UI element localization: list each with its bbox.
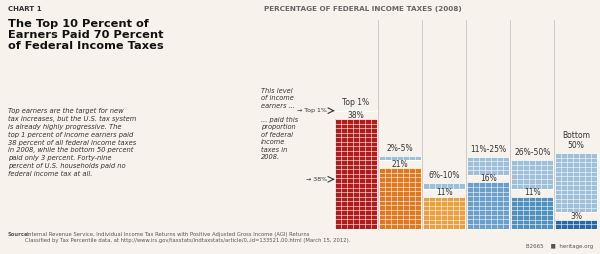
Text: ... paid this
proportion
of federal
income
taxes in
2008.: ... paid this proportion of federal inco… — [261, 117, 298, 160]
Text: 21%: 21% — [392, 160, 409, 169]
Text: B2665    ■  heritage.org: B2665 ■ heritage.org — [526, 244, 593, 249]
Bar — [555, 220, 598, 229]
Text: 11%-25%: 11%-25% — [470, 145, 506, 154]
Text: Bottom
50%: Bottom 50% — [562, 131, 590, 150]
Text: 3%: 3% — [570, 212, 582, 220]
Text: PERCENTAGE OF FEDERAL INCOME TAXES (2008): PERCENTAGE OF FEDERAL INCOME TAXES (2008… — [265, 6, 462, 12]
Bar — [423, 183, 465, 189]
Text: 26%-50%: 26%-50% — [514, 148, 550, 157]
Text: 11%: 11% — [436, 188, 452, 197]
Text: Internal Revenue Service, Individual Income Tax Returns with Positive Adjusted G: Internal Revenue Service, Individual Inc… — [25, 232, 350, 243]
Bar — [379, 155, 421, 160]
Text: Top 1%: Top 1% — [343, 98, 370, 107]
Text: Source:: Source: — [8, 232, 31, 237]
Text: 38%: 38% — [347, 111, 364, 120]
Text: This level
of income
earners ...: This level of income earners ... — [261, 88, 295, 109]
Text: 2%-5%: 2%-5% — [386, 144, 413, 152]
Text: CHART 1: CHART 1 — [8, 6, 41, 12]
Text: 16%: 16% — [480, 174, 497, 183]
Bar — [335, 110, 377, 111]
Bar — [379, 155, 421, 160]
Bar — [467, 157, 509, 175]
Text: Top earners are the target for new
tax increases, but the U.S. tax system
is alr: Top earners are the target for new tax i… — [8, 108, 136, 177]
Text: 6%-10%: 6%-10% — [428, 171, 460, 180]
Text: The Top 10 Percent of
Earners Paid 70 Percent
of Federal Income Taxes: The Top 10 Percent of Earners Paid 70 Pe… — [8, 19, 163, 52]
Bar — [467, 157, 509, 175]
Text: → 38%: → 38% — [306, 177, 327, 182]
Text: → Top 1%: → Top 1% — [297, 108, 327, 113]
Bar — [335, 110, 377, 111]
Bar — [555, 220, 598, 229]
Text: 11%: 11% — [524, 188, 541, 197]
Bar — [423, 183, 465, 189]
